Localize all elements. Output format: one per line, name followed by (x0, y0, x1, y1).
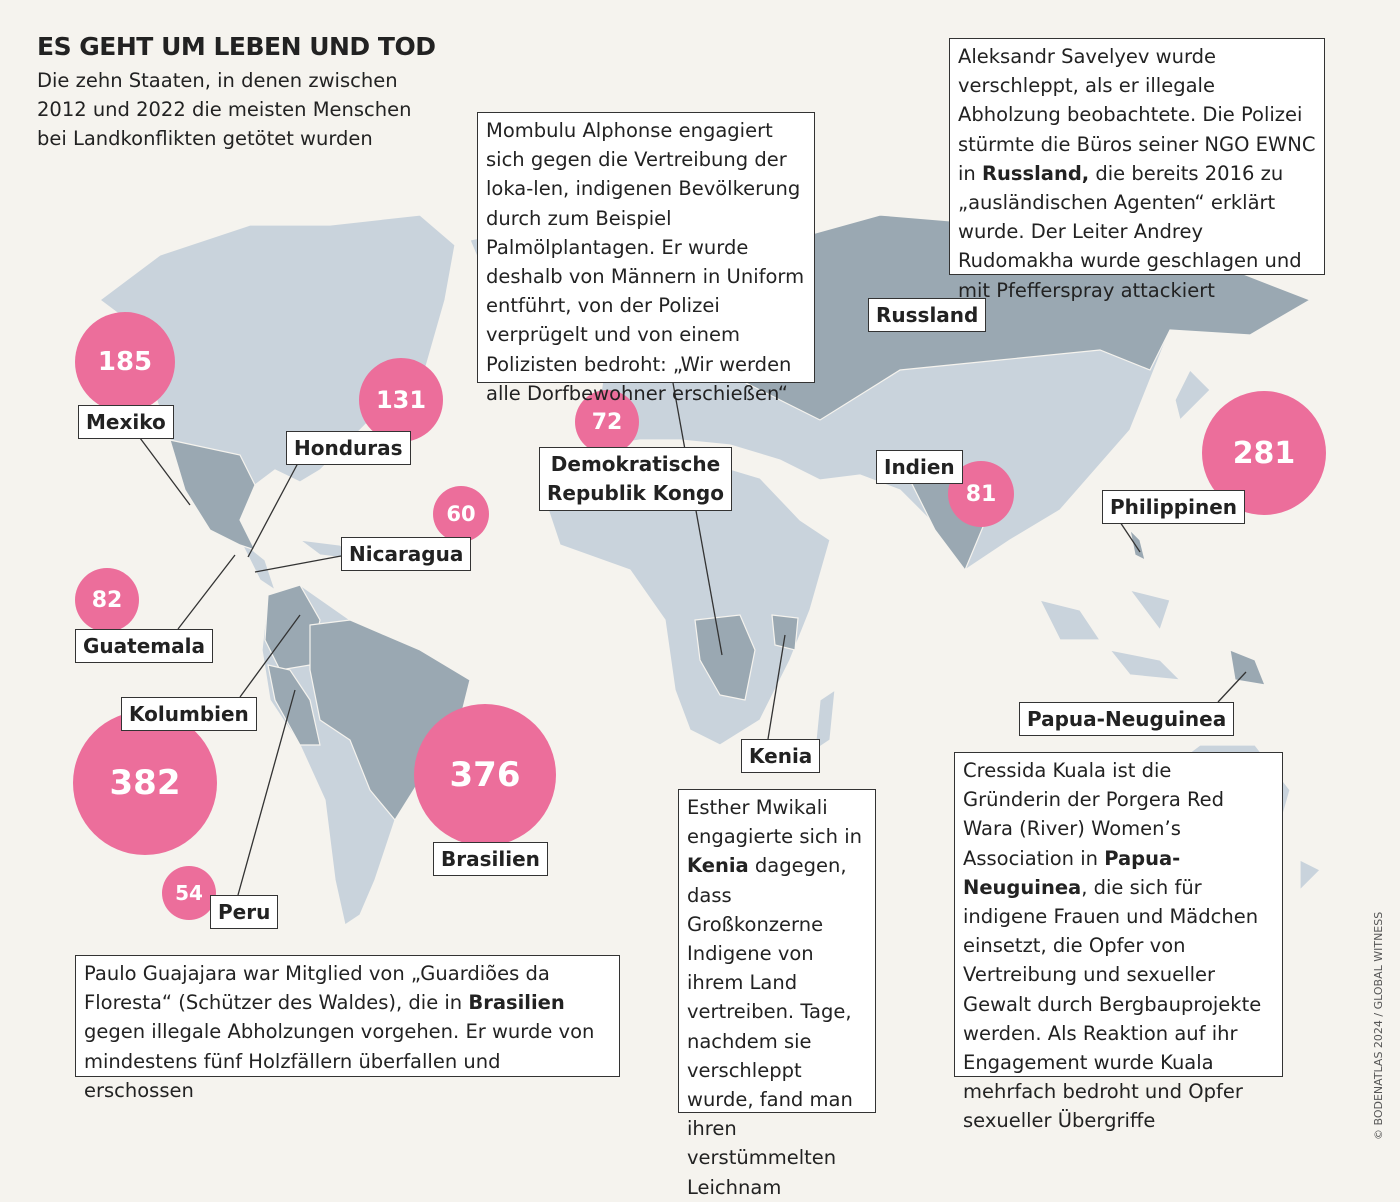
bubble-kolumbien: 382 (73, 711, 217, 855)
story-brasilien-country: Brasilien (468, 991, 565, 1015)
story-kenia-text-a: Esther Mwikali engagierte sich in (687, 796, 862, 849)
leader-line-kolumbien (239, 614, 301, 698)
bubble-mexiko: 185 (75, 312, 175, 412)
bubble-guatemala: 82 (75, 568, 139, 632)
story-brasilien-text-a: Paulo Guajajara war Mitglied von „Guardi… (84, 962, 550, 1015)
png-shape (1229, 649, 1266, 686)
story-russland-text-a: Aleksandr Savelyev wurde verschleppt, al… (958, 45, 1316, 185)
story-brasilien: Paulo Guajajara war Mitglied von „Guardi… (75, 955, 620, 1102)
label-honduras: Honduras (286, 431, 411, 465)
japan (1174, 368, 1211, 422)
story-papua-country: Papua-Neuguinea (963, 846, 1181, 899)
leader-line-guatemala (177, 554, 236, 630)
kenya-shape (771, 614, 799, 651)
story-papua-text-c: , die sich für indigene Frauen und Mädch… (963, 875, 1262, 1133)
story-kenia-country: Kenia (687, 854, 749, 878)
madagascar (814, 688, 836, 752)
leader-line-philippinen (1119, 521, 1141, 553)
map-subtitle: Die zehn Staaten, in denen zwischen 2012… (37, 69, 412, 150)
story-papua: Cressida Kuala ist die Gründerin der Por… (954, 752, 1283, 1132)
leader-line-nicaragua (254, 555, 342, 573)
drc-shape (694, 614, 756, 701)
leader-line-papua (1217, 671, 1247, 703)
leader-line-honduras (247, 462, 299, 558)
label-papua-neuguinea: Papua-Neuguinea (1019, 702, 1235, 736)
label-russland: Russland (868, 298, 987, 332)
label-mexiko: Mexiko (78, 405, 174, 439)
map-title: ES GEHT UM LEBEN UND TOD (37, 32, 436, 61)
leader-line-peru (237, 689, 296, 896)
story-kenia: Esther Mwikali engagierte sich in Kenia … (678, 789, 876, 1199)
label-indien: Indien (876, 450, 963, 484)
mexico-shape (169, 439, 257, 552)
label-brasilien: Brasilien (433, 842, 548, 876)
credit: © BODENATLAS 2024 / GLOBAL WITNESS (1372, 911, 1385, 1140)
story-brasilien-text-c: gegen illegale Abholzungen vorgehen. Er … (84, 1020, 595, 1102)
label-peru: Peru (210, 895, 279, 929)
label-kolumbien: Kolumbien (121, 697, 257, 731)
label-kongo-line2: Republik Kongo (547, 481, 724, 505)
story-papua-text-a: Cressida Kuala ist die Gründerin der Por… (963, 759, 1225, 870)
story-kongo: Mombulu Alphonse engagiert sich gegen di… (477, 112, 815, 405)
story-russland: Aleksandr Savelyev wurde verschleppt, al… (949, 38, 1325, 302)
leader-line-mexiko (139, 437, 191, 506)
story-russland-country: Russland, (981, 161, 1090, 185)
philippines-shape (1129, 528, 1146, 562)
label-kenia: Kenia (741, 739, 821, 773)
brazil-shape (309, 619, 471, 822)
leader-line-kenia (767, 634, 786, 740)
label-guatemala: Guatemala (75, 629, 213, 663)
peru-shape (267, 664, 321, 746)
label-kongo-line1: Demokratische (550, 452, 721, 476)
label-kongo: Demokratische Republik Kongo (539, 447, 732, 511)
label-nicaragua: Nicaragua (341, 537, 472, 571)
indonesia (1038, 589, 1182, 681)
new-zealand (1299, 859, 1322, 892)
bubble-nicaragua: 60 (433, 486, 489, 542)
label-philippinen: Philippinen (1102, 490, 1245, 524)
story-kenia-text-c: dagegen, dass Großkonzerne Indigene von … (687, 854, 853, 1199)
bubble-honduras: 131 (359, 358, 443, 442)
bubble-brasilien: 376 (414, 704, 556, 846)
bubble-peru: 54 (162, 866, 216, 920)
leader-line-kongo (672, 382, 723, 656)
story-russland-text-c: die bereits 2016 zu „ausländischen Agent… (958, 161, 1302, 302)
bubble-kongo: 72 (575, 390, 639, 454)
